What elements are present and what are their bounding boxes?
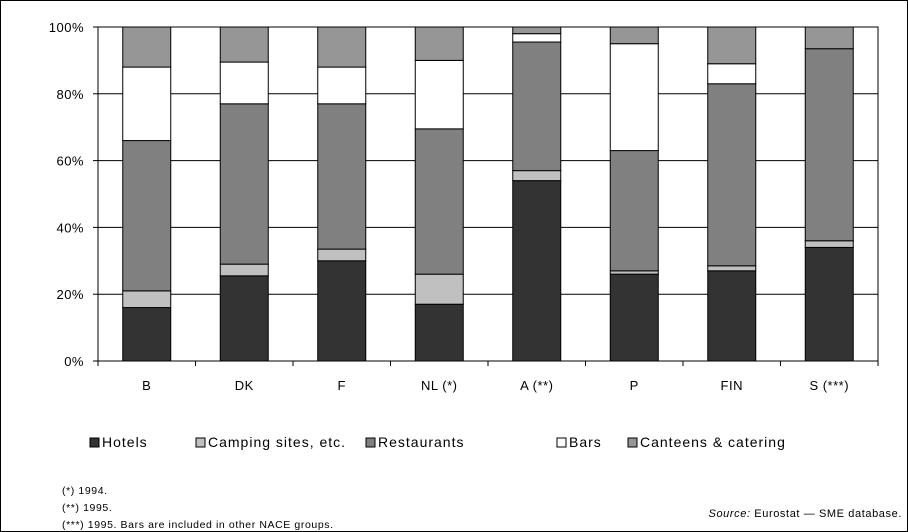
- bar-segment-7-1: [804, 240, 854, 248]
- bar-segment-4-2: [512, 41, 562, 172]
- bar-segment-6-4: [707, 26, 757, 65]
- footnote-1: (*) 1994.: [62, 485, 108, 497]
- y-tick-label-0: 0%: [64, 354, 84, 369]
- legend-swatch-0: [89, 437, 100, 448]
- bar-segment-3-2: [414, 128, 464, 275]
- source-text: Eurostat — SME database.: [754, 508, 902, 520]
- x-tick-label-7: S (***): [809, 378, 849, 393]
- bar-stacks: [122, 26, 854, 362]
- bar-segment-0-1: [122, 290, 172, 309]
- x-tick-label-4: A (**): [520, 378, 553, 393]
- y-tick-label-2: 40%: [56, 220, 84, 235]
- legend-swatch-3: [556, 437, 567, 448]
- bar-segment-2-1: [317, 248, 367, 262]
- bar-segment-4-4: [512, 26, 562, 35]
- legend-label-1: Camping sites, etc.: [208, 434, 346, 450]
- legend-swatch-1: [195, 437, 206, 448]
- bar-segment-3-1: [414, 273, 464, 305]
- bar-segment-0-4: [122, 26, 172, 68]
- bar-segment-1-3: [219, 61, 269, 105]
- bar-segment-3-0: [414, 303, 464, 362]
- bar-segment-6-2: [707, 83, 757, 267]
- plot-area-border: [97, 26, 879, 362]
- bar-segment-5-2: [609, 150, 659, 272]
- x-tick-label-5: P: [630, 378, 639, 393]
- bar-segment-4-3: [512, 33, 562, 43]
- bar-segment-2-0: [317, 260, 367, 362]
- bar-segment-2-2: [317, 103, 367, 250]
- bar-segment-1-0: [219, 275, 269, 362]
- bar-segment-1-1: [219, 263, 269, 277]
- x-tick-label-1: DK: [235, 378, 254, 393]
- legend-label-2: Restaurants: [378, 434, 464, 450]
- y-tick-label-5: 100%: [49, 20, 84, 35]
- footnote-2: (**) 1995.: [62, 502, 113, 514]
- x-tick-labels: B DK F NL (*) A (**) P FIN S (***): [142, 378, 849, 393]
- source-note: Source: Eurostat — SME database.: [709, 508, 902, 520]
- bar-segment-0-0: [122, 307, 172, 362]
- bar-segment-7-0: [804, 246, 854, 362]
- y-tick-labels: 0% 20% 40% 60% 80% 100%: [49, 20, 84, 369]
- bar-segment-4-1: [512, 170, 562, 182]
- x-tick-label-2: F: [338, 378, 346, 393]
- bar-segment-3-3: [414, 59, 464, 130]
- axes: [93, 26, 879, 366]
- bar-segment-0-3: [122, 66, 172, 142]
- bar-segment-5-0: [609, 273, 659, 362]
- bar-segment-7-2: [804, 48, 854, 242]
- x-tick-label-6: FIN: [721, 378, 743, 393]
- x-tick-label-3: NL (*): [421, 378, 457, 393]
- bar-segment-1-4: [219, 26, 269, 63]
- bar-segment-5-4: [609, 26, 659, 45]
- bar-segment-5-1: [609, 270, 659, 275]
- bar-segment-2-3: [317, 66, 367, 105]
- gridlines: [98, 26, 878, 362]
- bar-segment-0-2: [122, 140, 172, 292]
- legend: Hotels Camping sites, etc. Restaurants Bars…: [89, 434, 786, 450]
- bar-segment-6-3: [707, 63, 757, 85]
- bar-segment-4-0: [512, 180, 562, 362]
- bar-segment-5-3: [609, 43, 659, 152]
- bar-segment-7-4: [804, 26, 854, 50]
- bar-segment-3-4: [414, 26, 464, 61]
- legend-swatch-4: [627, 437, 638, 448]
- bar-segment-2-4: [317, 26, 367, 68]
- legend-swatch-2: [365, 437, 376, 448]
- bar-segment-1-2: [219, 103, 269, 265]
- bar-segment-6-0: [707, 270, 757, 362]
- footnote-3: (***) 1995. Bars are included in other N…: [62, 519, 334, 531]
- legend-label-0: Hotels: [102, 434, 148, 450]
- legend-label-4: Canteens & catering: [640, 434, 786, 450]
- source-label: Source:: [708, 508, 751, 520]
- bar-segment-6-1: [707, 265, 757, 272]
- y-tick-label-1: 20%: [56, 287, 84, 302]
- y-tick-label-3: 60%: [56, 154, 84, 169]
- y-tick-label-4: 80%: [56, 87, 84, 102]
- legend-label-3: Bars: [569, 434, 602, 450]
- x-tick-label-0: B: [142, 378, 151, 393]
